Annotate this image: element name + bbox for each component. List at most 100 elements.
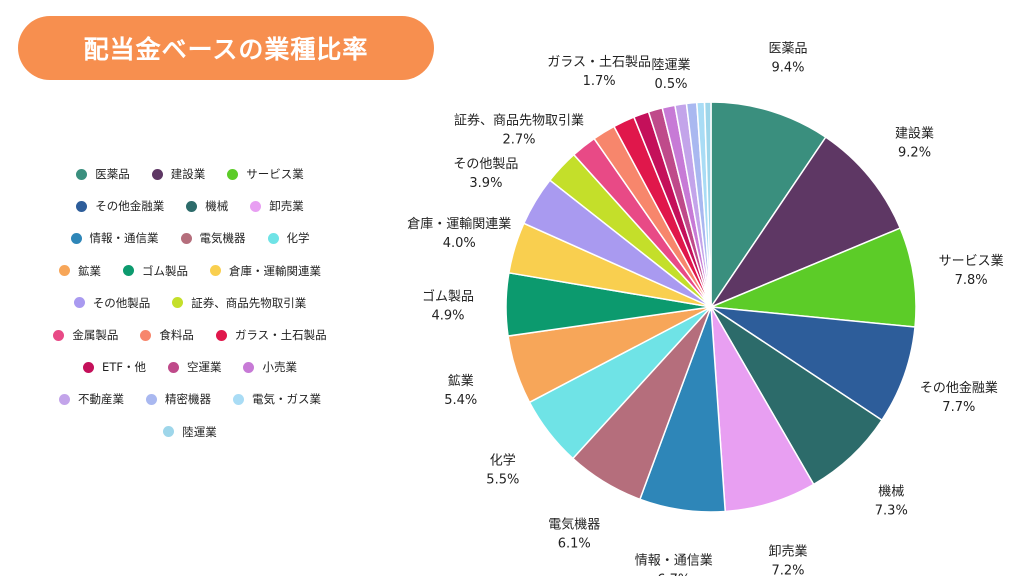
legend-swatch bbox=[146, 393, 157, 405]
legend-item: 倉庫・運輸関連業 bbox=[210, 263, 321, 279]
slice-value-label: 7.2% bbox=[771, 563, 804, 576]
legend-row: 陸運業 bbox=[0, 422, 380, 442]
chart-legend: 医薬品 建設業 サービス業 その他金融業 機械 卸売業 情報・通信業 電気機器 化学 鉱業 ゴム製品… bbox=[0, 0, 380, 576]
legend-label: 金属製品 bbox=[72, 328, 119, 342]
slice-value-label: 7.8% bbox=[955, 273, 988, 288]
slice-name-label: 陸運業 bbox=[651, 57, 690, 73]
legend-label: 電気・ガス業 bbox=[252, 392, 321, 407]
legend-label: サービス業 bbox=[246, 167, 304, 181]
legend-swatch bbox=[53, 329, 65, 341]
slice-name-label: その他金融業 bbox=[920, 380, 998, 396]
legend-item: 医薬品 bbox=[76, 166, 130, 182]
legend-swatch bbox=[243, 361, 255, 373]
legend-label: 小売業 bbox=[262, 360, 297, 375]
slice-name-label: 情報・通信業 bbox=[635, 552, 713, 568]
legend-swatch bbox=[73, 297, 85, 309]
page-title: 配当金ベースの業種比率 bbox=[18, 16, 434, 80]
legend-swatch bbox=[123, 265, 134, 277]
legend-item: 金属製品 bbox=[53, 327, 118, 343]
slice-name-label: 建設業 bbox=[895, 125, 934, 141]
slice-name-label: その他製品 bbox=[453, 157, 518, 172]
pie-slice bbox=[710, 306, 916, 422]
legend-row: 情報・通信業 電気機器 化学 bbox=[0, 228, 380, 248]
slice-name-label: サービス業 bbox=[939, 253, 1004, 269]
legend-item: その他製品 bbox=[73, 295, 151, 311]
legend-swatch bbox=[140, 329, 152, 341]
pie-slice bbox=[710, 101, 827, 310]
legend-label: 機械 bbox=[205, 199, 229, 214]
slice-value-label: 9.4% bbox=[771, 61, 804, 76]
slice-value-label: 9.2% bbox=[898, 145, 931, 160]
slice-name-label: 鉱業 bbox=[448, 373, 474, 389]
slice-name-label: 証券、商品先物取引業 bbox=[454, 112, 584, 128]
legend-swatch bbox=[250, 200, 262, 212]
legend-item: 小売業 bbox=[243, 359, 297, 375]
pie-slice bbox=[710, 227, 917, 328]
slice-name-label: 医薬品 bbox=[768, 42, 807, 57]
legend-label: 証券、商品先物取引業 bbox=[191, 295, 307, 310]
legend-item: ガラス・土石製品 bbox=[215, 327, 327, 343]
slice-name-label: ガラス・土石製品 bbox=[547, 55, 651, 70]
slice-value-label: 6.1% bbox=[558, 537, 591, 552]
legend-swatch bbox=[215, 329, 227, 341]
slice-name-label: 機械 bbox=[878, 484, 904, 499]
legend-item: 精密機器 bbox=[146, 391, 211, 407]
legend-swatch bbox=[227, 168, 239, 180]
legend-swatch bbox=[151, 168, 163, 180]
legend-label: 食料品 bbox=[159, 328, 194, 342]
legend-item: 情報・通信業 bbox=[70, 230, 159, 246]
legend-item: 化学 bbox=[267, 230, 310, 246]
legend-swatch bbox=[267, 232, 279, 244]
legend-row: 鉱業 ゴム製品 倉庫・運輸関連業 bbox=[0, 261, 380, 281]
legend-row: ETF・他 空運業 小売業 bbox=[0, 357, 380, 377]
legend-label: 不動産業 bbox=[78, 392, 124, 407]
legend-swatch bbox=[172, 297, 184, 309]
slice-name-label: 倉庫・運輸関連業 bbox=[407, 216, 511, 232]
legend-swatch bbox=[70, 232, 82, 244]
slice-value-label: 7.7% bbox=[942, 400, 975, 415]
legend-swatch bbox=[59, 265, 70, 277]
legend-row: その他金融業 機械 卸売業 bbox=[0, 196, 380, 216]
legend-label: 化学 bbox=[286, 231, 310, 246]
legend-swatch bbox=[186, 200, 198, 212]
legend-label: その他製品 bbox=[92, 295, 151, 310]
legend-item: 電気・ガス業 bbox=[233, 391, 321, 407]
legend-swatch bbox=[59, 393, 70, 405]
slice-value-label: 5.5% bbox=[486, 473, 519, 488]
slice-value-label: 3.9% bbox=[469, 176, 502, 191]
slice-value-label: 4.0% bbox=[443, 236, 476, 251]
legend-item: 建設業 bbox=[151, 166, 206, 182]
slice-value-label: 2.7% bbox=[502, 132, 535, 147]
legend-item: 陸運業 bbox=[163, 424, 217, 440]
pie-slice bbox=[708, 136, 902, 309]
legend-label: ETF・他 bbox=[102, 360, 146, 375]
legend-item: 卸売業 bbox=[250, 198, 304, 214]
pie-slice bbox=[703, 101, 712, 308]
legend-label: 情報・通信業 bbox=[89, 231, 159, 246]
legend-item: 空運業 bbox=[167, 359, 221, 375]
legend-item: ゴム製品 bbox=[123, 263, 188, 279]
legend-label: ガラス・土石製品 bbox=[234, 328, 327, 342]
legend-swatch bbox=[163, 426, 175, 438]
legend-swatch bbox=[76, 200, 88, 212]
legend-row: 医薬品 建設業 サービス業 bbox=[0, 164, 380, 184]
legend-item: 食料品 bbox=[140, 327, 194, 343]
legend-swatch bbox=[167, 361, 179, 373]
legend-label: 卸売業 bbox=[269, 199, 304, 214]
legend-label: 精密機器 bbox=[165, 392, 211, 407]
slice-value-label: 0.5% bbox=[654, 77, 687, 92]
slice-value-label: 5.4% bbox=[444, 393, 477, 408]
legend-row: 金属製品 食料品 ガラス・土石製品 bbox=[0, 325, 380, 345]
legend-label: ゴム製品 bbox=[142, 263, 188, 278]
legend-swatch bbox=[210, 265, 221, 277]
legend-swatch bbox=[83, 361, 95, 373]
legend-item: サービス業 bbox=[227, 166, 304, 182]
legend-item: 機械 bbox=[186, 198, 228, 214]
legend-item: 電気機器 bbox=[180, 230, 246, 246]
legend-item: ETF・他 bbox=[83, 359, 146, 375]
legend-label: 建設業 bbox=[170, 167, 206, 181]
slice-value-label: 1.7% bbox=[583, 74, 616, 89]
legend-row: その他製品 証券、商品先物取引業 bbox=[0, 293, 380, 313]
legend-row: 不動産業 精密機器 電気・ガス業 bbox=[0, 389, 380, 409]
